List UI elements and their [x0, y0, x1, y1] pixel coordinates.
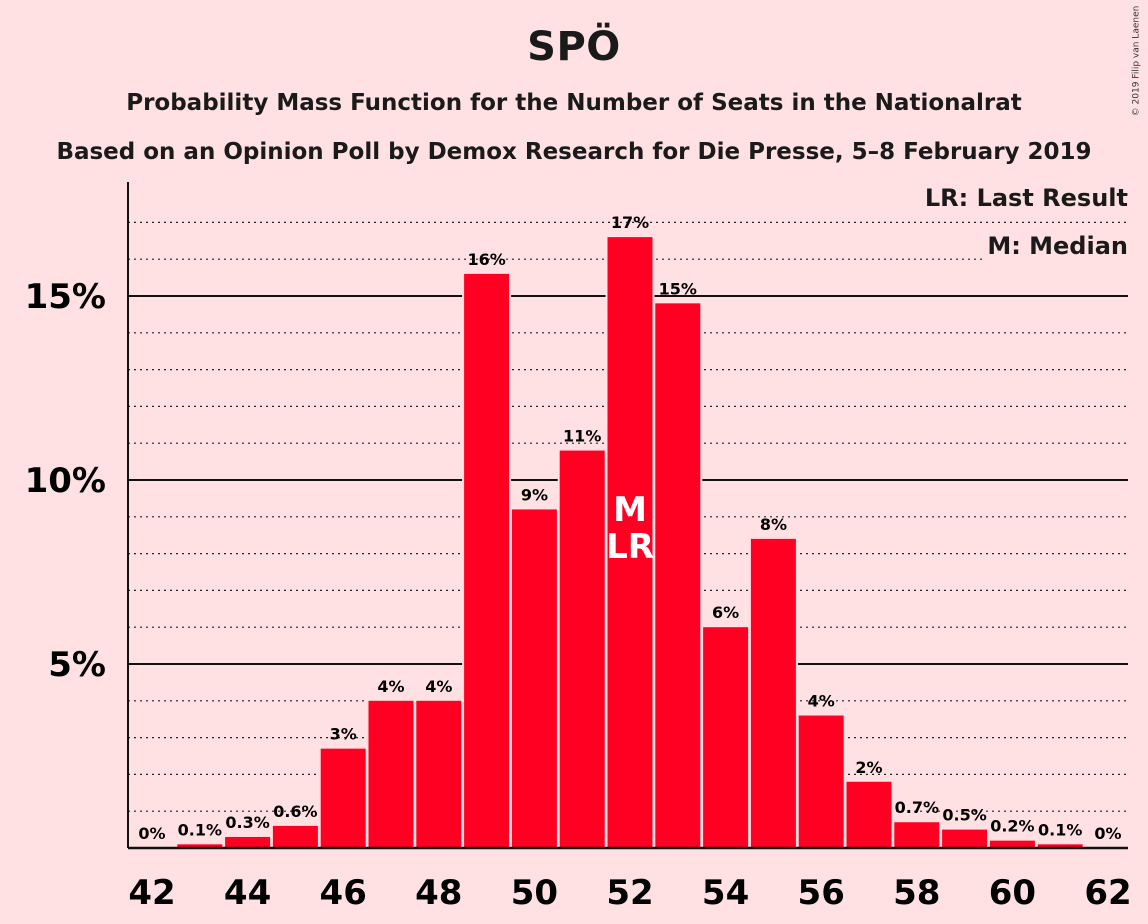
chart-subtitle-poll: Based on an Opinion Poll by Demox Resear…: [56, 139, 1092, 165]
x-tick-label: 50: [511, 873, 558, 913]
x-tick-label: 46: [320, 873, 367, 913]
y-tick-label: 5%: [48, 645, 106, 685]
bar-value-label: 0.1%: [178, 820, 222, 839]
last-result-marker: LR: [606, 527, 654, 567]
bar-seat-58: [894, 822, 940, 848]
x-tick-label: 42: [128, 873, 175, 913]
bar-value-label: 0%: [138, 824, 165, 843]
bar-seat-56: [798, 715, 844, 848]
bar-seat-57: [846, 781, 892, 848]
bar-value-label: 3%: [330, 725, 357, 744]
x-tick-label: 52: [606, 873, 653, 913]
bar-value-label: 0.7%: [895, 798, 939, 817]
bar-seat-45: [272, 825, 318, 848]
legend-median: M: Median: [983, 232, 1128, 260]
bar-value-label: 2%: [855, 758, 882, 777]
bar-value-label: 17%: [611, 213, 649, 232]
bar-seat-52: [607, 237, 653, 848]
bar-value-label: 0.1%: [1038, 820, 1082, 839]
bar-value-label: 4%: [425, 677, 452, 696]
bar-seat-49: [464, 273, 510, 848]
x-tick-label: 54: [702, 873, 749, 913]
bar-value-label: 11%: [563, 427, 601, 446]
bar-value-label: 16%: [467, 250, 505, 269]
bar-value-label: 0.2%: [990, 817, 1034, 836]
chart-title: SPÖ: [527, 24, 621, 70]
bar-value-label: 9%: [521, 485, 548, 504]
bar-seat-60: [989, 840, 1035, 848]
bar-value-label: 4%: [377, 677, 404, 696]
bar-seat-61: [1037, 844, 1083, 848]
legend-last-result: LR: Last Result: [920, 184, 1128, 212]
x-tick-label: 56: [798, 873, 845, 913]
bar-seat-59: [942, 829, 988, 848]
x-tick-label: 44: [224, 873, 271, 913]
bar-value-label: 4%: [808, 692, 835, 711]
bar-value-label: 15%: [659, 279, 697, 298]
bar-value-label: 0.5%: [942, 806, 986, 825]
bar-value-label: 0.3%: [225, 813, 269, 832]
bar-seat-44: [225, 836, 271, 848]
x-tick-label: 62: [1084, 873, 1131, 913]
bar-seat-50: [511, 509, 557, 848]
bar-seat-55: [750, 538, 796, 848]
bar-value-label: 0.6%: [273, 802, 317, 821]
bar-seat-46: [320, 748, 366, 848]
bar-value-label: 0%: [1094, 824, 1121, 843]
bar-seat-51: [559, 450, 605, 848]
y-tick-label: 15%: [25, 277, 106, 317]
bar-seat-53: [655, 303, 701, 848]
bar-value-label: 6%: [712, 603, 739, 622]
x-tick-label: 48: [415, 873, 462, 913]
bar-seat-43: [177, 844, 223, 848]
x-tick-label: 58: [893, 873, 940, 913]
bar-seat-48: [416, 700, 462, 848]
y-tick-label: 10%: [25, 461, 106, 501]
median-marker: M: [613, 490, 647, 530]
bar-seat-54: [703, 627, 749, 848]
x-tick-label: 60: [989, 873, 1036, 913]
bar-value-label: 8%: [760, 515, 787, 534]
chart-subtitle: Probability Mass Function for the Number…: [126, 90, 1022, 116]
bar-seat-47: [368, 700, 414, 848]
